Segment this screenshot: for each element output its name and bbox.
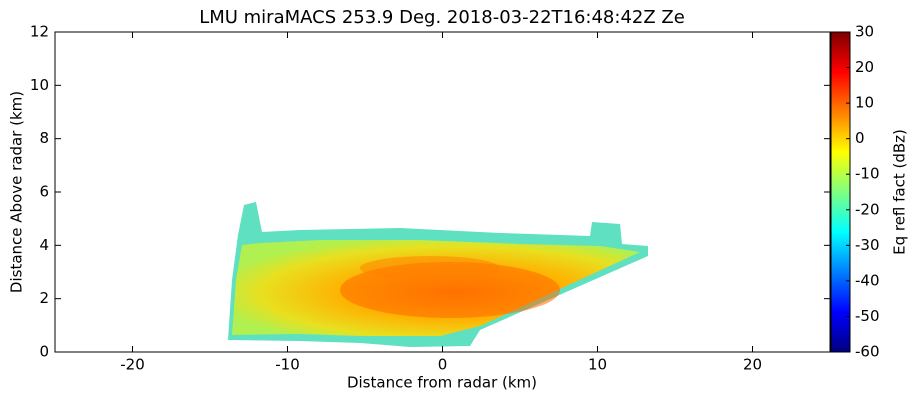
colorbar-tick-label: -30 (855, 236, 880, 254)
x-tick-label: 20 (743, 356, 762, 374)
colorbar-tick-label: -40 (855, 271, 880, 289)
colorbar-tick-label: 10 (855, 94, 874, 112)
colorbar-tick-label: 20 (855, 58, 874, 76)
y-tick-label: 0 (39, 343, 49, 361)
y-tick-label: 6 (39, 183, 49, 201)
x-tick-label: 0 (438, 356, 448, 374)
y-tick-label: 2 (39, 289, 49, 307)
colorbar-tick-label: 30 (855, 23, 874, 41)
y-tick-label: 8 (39, 129, 49, 147)
colorbar-tick-label: 0 (855, 129, 865, 147)
colorbar-tick-label: -10 (855, 165, 880, 183)
colorbar-tick-label: -60 (855, 343, 880, 361)
x-tick-label: -20 (120, 356, 145, 374)
y-axis-label: Distance Above radar (km) (8, 91, 26, 293)
colorbar (830, 31, 851, 353)
colorbar-tick-label: -20 (855, 200, 880, 218)
colorbar-label: Eq refl fact (dBz) (891, 129, 909, 255)
x-tick-label: -10 (275, 356, 300, 374)
radar-field (228, 202, 648, 347)
chart-title: LMU miraMACS 253.9 Deg. 2018-03-22T16:48… (199, 7, 685, 28)
x-axis-label: Distance from radar (km) (347, 374, 537, 392)
colorbar-tick-label: -50 (855, 307, 880, 325)
y-tick-label: 10 (30, 76, 49, 94)
x-tick-label: 10 (588, 356, 607, 374)
y-tick-label: 4 (39, 236, 49, 254)
y-tick-label: 12 (30, 23, 49, 41)
